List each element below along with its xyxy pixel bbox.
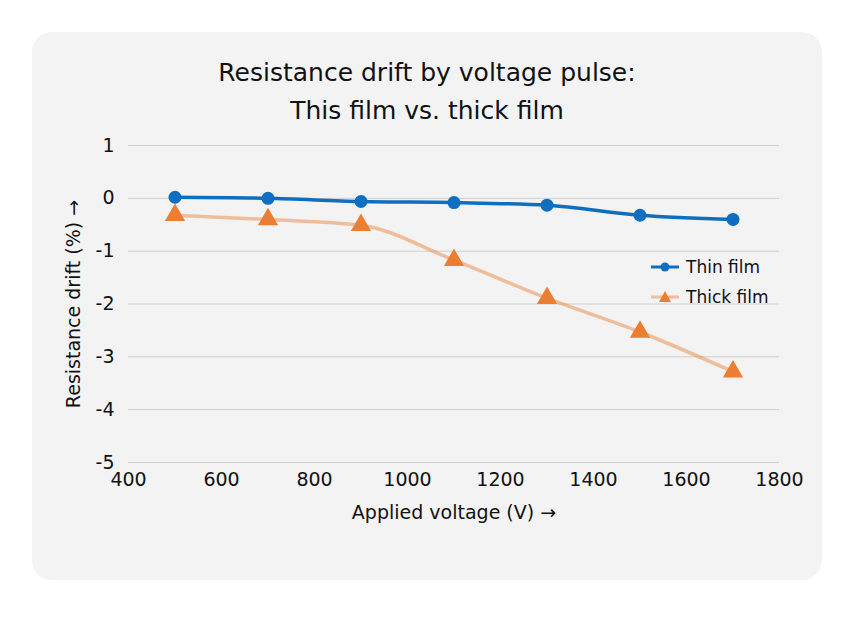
svg-text:-3: -3 (96, 345, 115, 367)
svg-text:600: 600 (203, 468, 239, 490)
svg-text:0: 0 (102, 186, 114, 208)
svg-text:1400: 1400 (569, 468, 617, 490)
svg-text:400: 400 (110, 468, 146, 490)
svg-text:-2: -2 (96, 292, 115, 314)
svg-text:1000: 1000 (383, 468, 431, 490)
svg-text:1200: 1200 (476, 468, 524, 490)
svg-text:1800: 1800 (755, 468, 803, 490)
svg-text:800: 800 (296, 468, 332, 490)
svg-text:Applied voltage (V) →: Applied voltage (V) → (352, 501, 556, 523)
svg-text:Resistance drift (%) →: Resistance drift (%) → (62, 200, 84, 408)
svg-text:1: 1 (102, 134, 114, 156)
html-text:Thick film: Thick film (686, 287, 769, 307)
svg-text:-4: -4 (96, 398, 115, 420)
svg-text:-5: -5 (95, 450, 115, 473)
svg-text:1600: 1600 (662, 468, 710, 490)
html-text:Resistance drift by voltage pu: Resistance drift by voltage pulse: This … (218, 58, 636, 125)
svg-text:-1: -1 (96, 239, 115, 261)
html-text:Thin film: Thin film (686, 257, 761, 277)
